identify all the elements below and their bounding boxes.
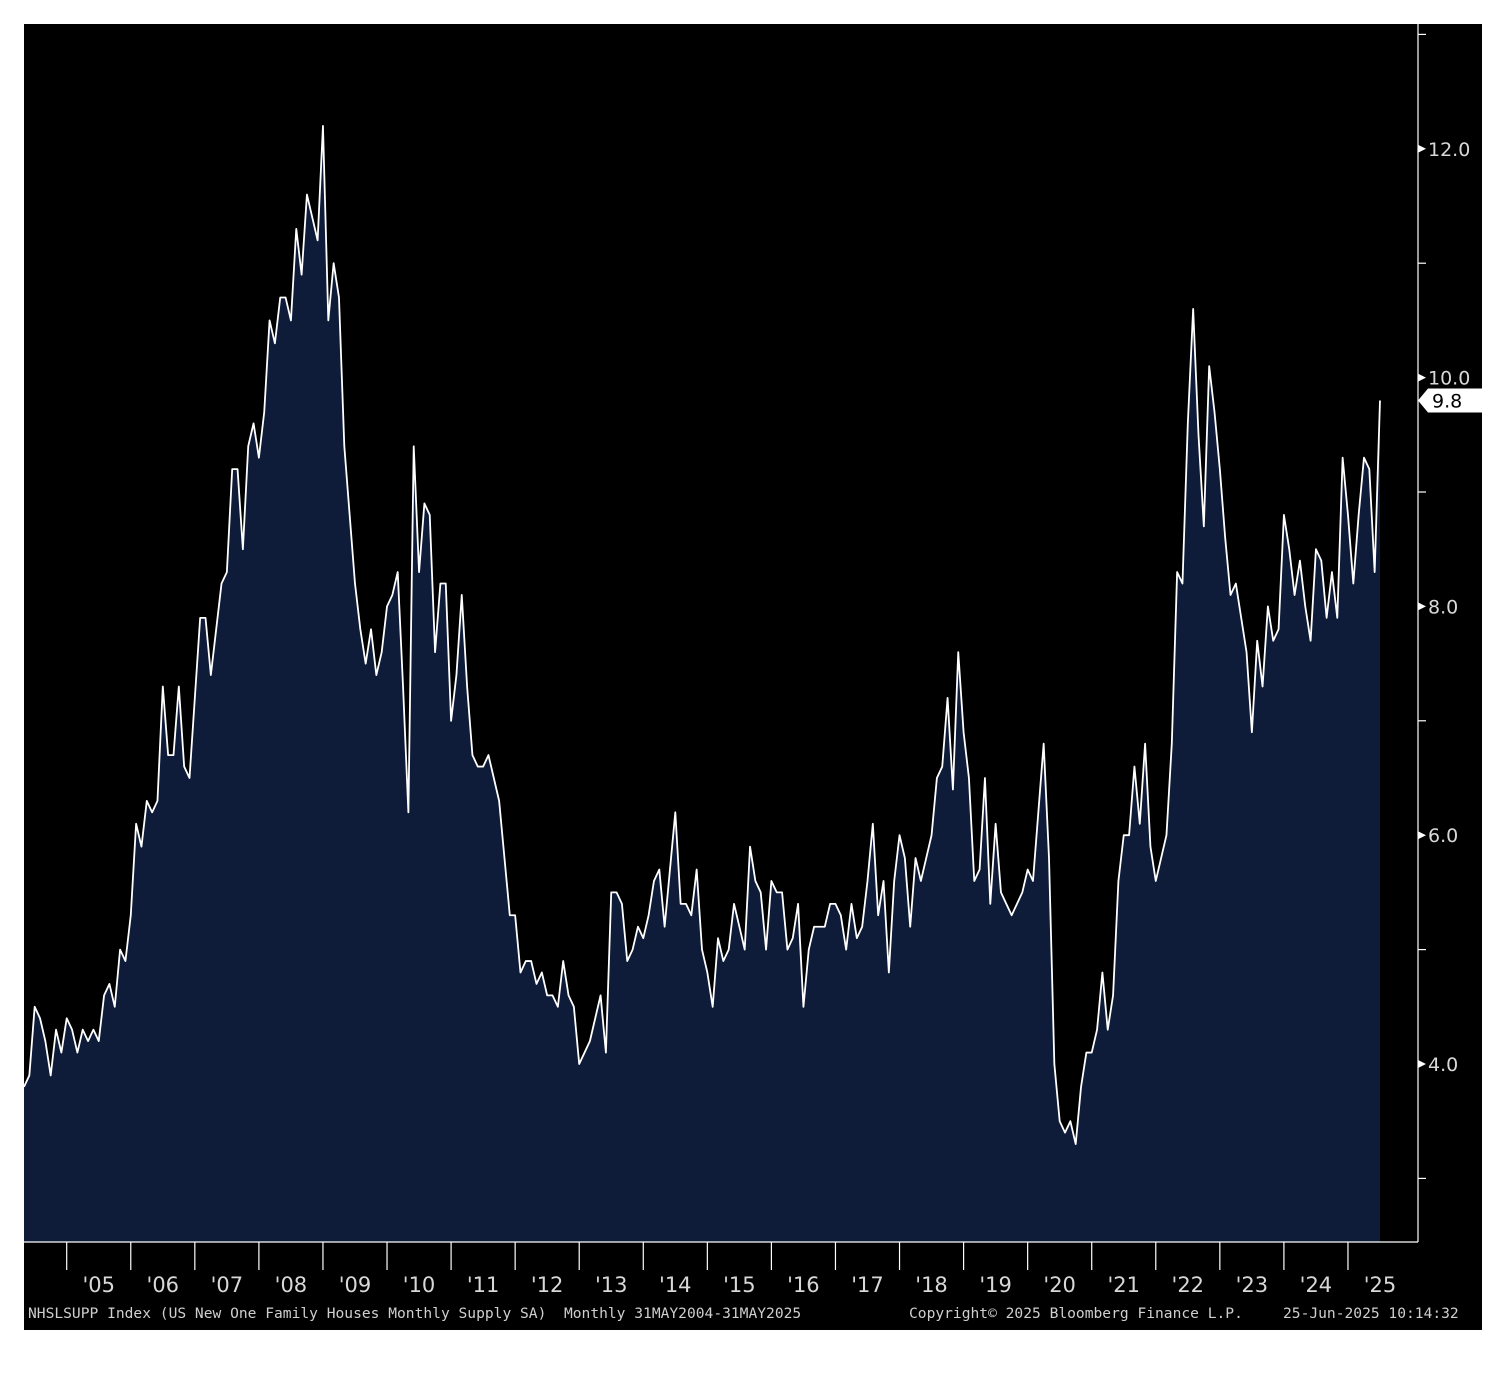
y-tick — [1418, 831, 1426, 840]
x-tick-label: '19 — [979, 1273, 1012, 1297]
y-tick — [1418, 602, 1426, 611]
series-line — [24, 125, 1381, 1145]
x-tick-label: '14 — [659, 1273, 692, 1297]
y-tick-label: 8.0 — [1428, 596, 1458, 618]
x-tick-label: '05 — [82, 1273, 115, 1297]
y-axis: 4.0 6.0 8.0 10.0 12.0 — [1417, 24, 1470, 1242]
x-tick-label: '18 — [915, 1273, 948, 1297]
chart-frame: 4.0 6.0 8.0 10.0 12.0 '05'06'07'08'09'10'11 '… — [24, 24, 1482, 1330]
footer-copyright: Copyright© 2025 Bloomberg Finance L.P. — [909, 1305, 1243, 1322]
x-tick-label: '15 — [723, 1273, 756, 1297]
x-tick-label: '17 — [851, 1273, 884, 1297]
chart-footer: NHSLSUPP Index (US New One Family Houses… — [24, 1303, 1482, 1327]
last-value-marker: 9.8 — [1418, 388, 1482, 413]
x-tick-label: '20 — [1043, 1273, 1076, 1297]
chart-svg: 4.06.08.010.012.0 '05'06'07'08'09'10'11 '… — [24, 24, 1482, 1297]
x-tick-label: '09 — [339, 1273, 372, 1297]
y-tick-label: 12.0 — [1428, 139, 1470, 161]
x-tick-label: '21 — [1107, 1273, 1140, 1297]
x-tick-label: '24 — [1300, 1273, 1333, 1297]
x-tick-label: '08 — [275, 1273, 308, 1297]
x-tick-label: '13 — [595, 1273, 628, 1297]
series-area-fill — [24, 125, 1380, 1242]
x-tick-label: '23 — [1236, 1273, 1269, 1297]
x-tick-label: '10 — [403, 1273, 436, 1297]
x-tick-label: '07 — [211, 1273, 244, 1297]
x-tick-label: '12 — [531, 1273, 564, 1297]
footer-timestamp: 25-Jun-2025 10:14:32 — [1283, 1305, 1459, 1322]
x-tick-label: '06 — [147, 1273, 180, 1297]
footer-source: NHSLSUPP Index (US New One Family Houses… — [28, 1305, 802, 1322]
y-tick — [1418, 144, 1426, 153]
last-value-label: 9.8 — [1432, 390, 1462, 412]
y-tick-label: 4.0 — [1428, 1054, 1458, 1076]
x-tick-label: '16 — [787, 1273, 820, 1297]
y-tick-label: 10.0 — [1428, 368, 1470, 390]
x-tick-label: '22 — [1172, 1273, 1205, 1297]
x-tick-label: '11 — [467, 1273, 500, 1297]
y-tick — [1418, 1060, 1426, 1068]
x-axis: '05 '06 '07 '08 '09 '10 '11 '12 '13 '14 '15 '16 '17 '… — [24, 1241, 1418, 1297]
y-tick-label: 6.0 — [1428, 825, 1458, 847]
x-tick-label: '25 — [1364, 1273, 1397, 1297]
y-tick — [1418, 373, 1426, 382]
last-value-box — [1418, 388, 1482, 413]
